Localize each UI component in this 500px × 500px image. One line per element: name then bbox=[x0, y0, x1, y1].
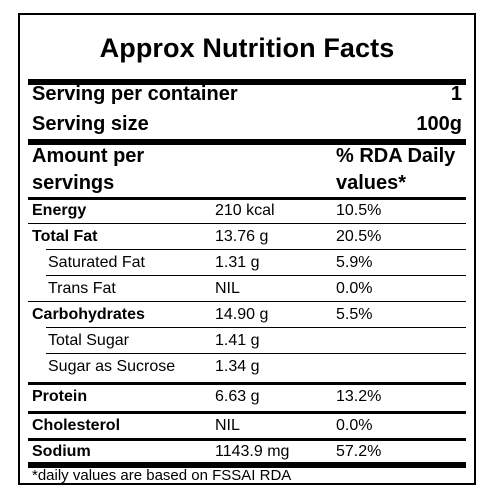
nutrient-rda: 0.0% bbox=[336, 280, 373, 297]
nutrient-amount: 1.41 g bbox=[215, 332, 260, 349]
row-divider bbox=[28, 438, 466, 441]
nutrient-amount: 14.90 g bbox=[215, 306, 269, 323]
title-divider bbox=[28, 79, 466, 85]
nutrient-amount: 6.63 g bbox=[215, 388, 260, 405]
amount-header-line1: Amount per bbox=[32, 145, 145, 167]
serving-size-value: 100g bbox=[416, 113, 462, 135]
nutrient-rda: 0.0% bbox=[336, 417, 373, 434]
nutrient-amount: NIL bbox=[215, 280, 240, 297]
row-divider bbox=[46, 353, 466, 354]
rda-header-line2: values* bbox=[336, 172, 407, 194]
nutrient-name: Total Fat bbox=[32, 228, 98, 245]
row-divider bbox=[46, 327, 466, 328]
nutrient-name: Trans Fat bbox=[48, 280, 116, 297]
nutrient-name: Total Sugar bbox=[48, 332, 129, 349]
serving-divider bbox=[28, 139, 466, 145]
nutrient-amount: 210 kcal bbox=[215, 202, 275, 219]
serving-size-label: Serving size bbox=[32, 113, 149, 135]
nutrient-rda: 13.2% bbox=[336, 388, 382, 405]
nutrient-name: Sodium bbox=[32, 443, 91, 460]
nutrient-name: Protein bbox=[32, 388, 88, 405]
nutrient-name: Cholesterol bbox=[32, 417, 121, 434]
nutrient-amount: NIL bbox=[215, 417, 240, 434]
row-divider bbox=[28, 411, 466, 414]
panel-title: Approx Nutrition Facts bbox=[99, 33, 395, 63]
nutrient-name: Carbohydrates bbox=[32, 306, 145, 323]
row-divider bbox=[28, 382, 466, 385]
row-divider bbox=[46, 275, 466, 276]
nutrition-facts-panel: Approx Nutrition Facts Serving per conta… bbox=[18, 13, 476, 485]
amount-header-line2: servings bbox=[32, 172, 115, 194]
nutrient-rda: 5.5% bbox=[336, 306, 373, 323]
nutrient-rda: 57.2% bbox=[336, 443, 382, 460]
row-divider bbox=[28, 301, 466, 302]
row-divider bbox=[46, 249, 466, 250]
nutrient-rda: 5.9% bbox=[336, 254, 373, 271]
rda-header-line1: % RDA Daily bbox=[336, 145, 456, 167]
nutrient-amount: 1.34 g bbox=[215, 358, 260, 375]
nutrient-amount: 1143.9 mg bbox=[215, 443, 290, 460]
nutrient-name: Saturated Fat bbox=[48, 254, 145, 271]
nutrient-amount: 13.76 g bbox=[215, 228, 269, 245]
nutrient-amount: 1.31 g bbox=[215, 254, 260, 271]
header-divider bbox=[28, 197, 466, 200]
nutrient-rda: 20.5% bbox=[336, 228, 382, 245]
nutrient-name: Sugar as Sucrose bbox=[48, 358, 176, 375]
footer-divider bbox=[28, 462, 466, 468]
serving-per-container-label: Serving per container bbox=[32, 83, 238, 105]
nutrient-rda: 10.5% bbox=[336, 202, 382, 219]
serving-per-container-value: 1 bbox=[450, 83, 462, 105]
footnote: *daily values are based on FSSAI RDA bbox=[32, 467, 292, 484]
nutrient-name: Energy bbox=[32, 202, 87, 219]
row-divider bbox=[28, 223, 466, 224]
